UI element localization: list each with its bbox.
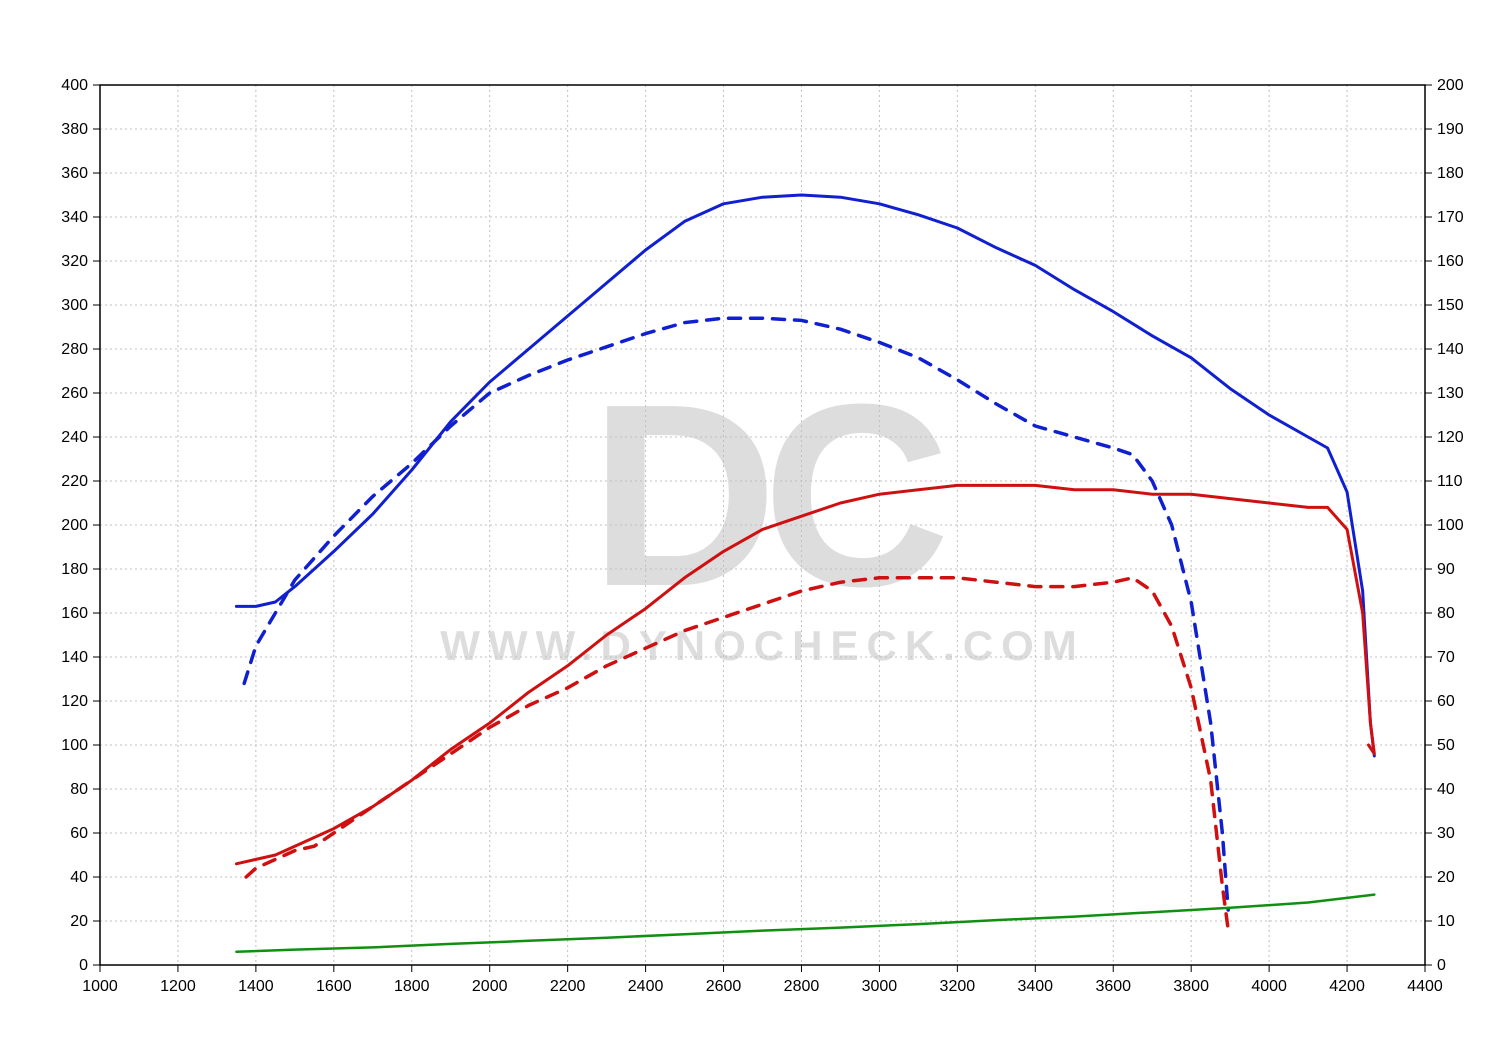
svg-text:0: 0 xyxy=(79,957,88,974)
svg-text:40: 40 xyxy=(1437,781,1455,798)
svg-text:2000: 2000 xyxy=(472,978,508,995)
svg-text:4200: 4200 xyxy=(1329,978,1365,995)
svg-text:2600: 2600 xyxy=(706,978,742,995)
svg-text:140: 140 xyxy=(61,649,88,666)
svg-text:130: 130 xyxy=(1437,385,1464,402)
svg-text:4000: 4000 xyxy=(1251,978,1287,995)
svg-text:WWW.DYNOCHECK.COM: WWW.DYNOCHECK.COM xyxy=(440,622,1085,669)
svg-text:4400: 4400 xyxy=(1407,978,1443,995)
svg-text:3600: 3600 xyxy=(1095,978,1131,995)
svg-text:300: 300 xyxy=(61,297,88,314)
svg-text:160: 160 xyxy=(61,605,88,622)
svg-text:360: 360 xyxy=(61,165,88,182)
svg-text:2800: 2800 xyxy=(784,978,820,995)
svg-text:10: 10 xyxy=(1437,913,1455,930)
svg-text:220: 220 xyxy=(61,473,88,490)
svg-text:150: 150 xyxy=(1437,297,1464,314)
svg-text:340: 340 xyxy=(61,209,88,226)
svg-text:110: 110 xyxy=(1437,473,1463,490)
dyno-chart: Graf výkonu a točivého momentu Točivý mo… xyxy=(0,0,1500,1041)
svg-text:260: 260 xyxy=(61,385,88,402)
svg-text:120: 120 xyxy=(61,693,88,710)
svg-text:1600: 1600 xyxy=(316,978,352,995)
svg-text:280: 280 xyxy=(61,341,88,358)
svg-text:160: 160 xyxy=(1437,253,1464,270)
svg-text:100: 100 xyxy=(1437,517,1464,534)
svg-text:20: 20 xyxy=(70,913,88,930)
svg-text:2200: 2200 xyxy=(550,978,586,995)
svg-text:80: 80 xyxy=(70,781,88,798)
svg-text:100: 100 xyxy=(61,737,88,754)
svg-text:380: 380 xyxy=(61,121,88,138)
chart-svg: DCWWW.DYNOCHECK.COM100012001400160018002… xyxy=(0,0,1500,1041)
svg-text:320: 320 xyxy=(61,253,88,270)
svg-text:80: 80 xyxy=(1437,605,1455,622)
svg-text:180: 180 xyxy=(1437,165,1464,182)
svg-text:60: 60 xyxy=(70,825,88,842)
svg-text:3800: 3800 xyxy=(1173,978,1209,995)
svg-text:240: 240 xyxy=(61,429,88,446)
svg-text:DC: DC xyxy=(590,351,946,641)
svg-text:30: 30 xyxy=(1437,825,1455,842)
svg-text:1000: 1000 xyxy=(82,978,118,995)
svg-text:60: 60 xyxy=(1437,693,1455,710)
svg-text:3000: 3000 xyxy=(862,978,898,995)
svg-text:180: 180 xyxy=(61,561,88,578)
svg-text:190: 190 xyxy=(1437,121,1464,138)
svg-text:3200: 3200 xyxy=(940,978,976,995)
svg-text:200: 200 xyxy=(1437,77,1464,94)
svg-text:50: 50 xyxy=(1437,737,1455,754)
svg-text:90: 90 xyxy=(1437,561,1455,578)
svg-text:20: 20 xyxy=(1437,869,1455,886)
svg-text:0: 0 xyxy=(1437,957,1446,974)
svg-text:1200: 1200 xyxy=(160,978,196,995)
svg-text:2400: 2400 xyxy=(628,978,664,995)
svg-text:3400: 3400 xyxy=(1017,978,1053,995)
svg-text:200: 200 xyxy=(61,517,88,534)
svg-text:170: 170 xyxy=(1437,209,1464,226)
svg-text:70: 70 xyxy=(1437,649,1455,666)
svg-text:40: 40 xyxy=(70,869,88,886)
svg-text:1400: 1400 xyxy=(238,978,274,995)
svg-text:1800: 1800 xyxy=(394,978,430,995)
svg-text:400: 400 xyxy=(61,77,88,94)
svg-text:120: 120 xyxy=(1437,429,1464,446)
svg-text:140: 140 xyxy=(1437,341,1464,358)
